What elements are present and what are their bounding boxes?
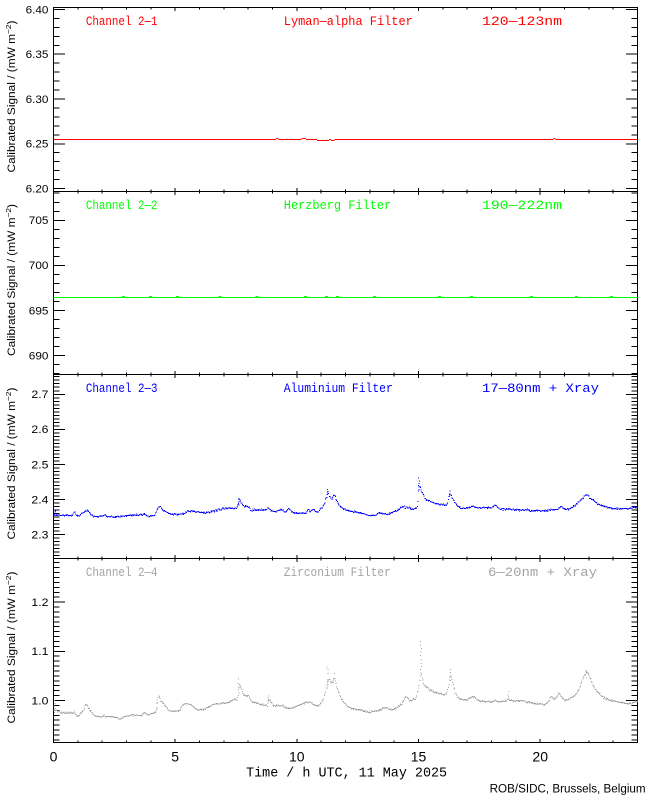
svg-text:Channel 2—2: Channel 2—2: [86, 199, 158, 213]
svg-text:Channel 2—3: Channel 2—3: [86, 382, 158, 396]
svg-text:Calibrated Signal / (mW m−2): Calibrated Signal / (mW m−2): [4, 204, 19, 356]
svg-text:10: 10: [289, 749, 305, 765]
svg-text:2.5: 2.5: [31, 459, 48, 471]
svg-text:1.0: 1.0: [31, 695, 48, 707]
svg-text:1.1: 1.1: [31, 646, 48, 658]
svg-text:15: 15: [411, 749, 427, 765]
svg-text:6—20nm + Xray: 6—20nm + Xray: [488, 566, 598, 580]
svg-text:Zirconium Filter: Zirconium Filter: [284, 566, 391, 580]
svg-text:6.35: 6.35: [26, 49, 49, 61]
svg-text:700: 700: [29, 260, 49, 272]
svg-text:17—80nm + Xray: 17—80nm + Xray: [482, 382, 600, 396]
svg-text:1.2: 1.2: [31, 597, 48, 609]
svg-text:695: 695: [29, 305, 49, 317]
svg-text:Time / h UTC, 11 May 2025: Time / h UTC, 11 May 2025: [246, 765, 447, 781]
svg-text:6.30: 6.30: [26, 94, 49, 106]
svg-text:2.7: 2.7: [31, 389, 48, 401]
svg-text:Channel 2—4: Channel 2—4: [86, 566, 158, 580]
svg-text:2.4: 2.4: [31, 494, 48, 506]
svg-text:2.3: 2.3: [31, 529, 48, 541]
svg-text:Channel 2—1: Channel 2—1: [86, 15, 158, 29]
svg-text:Calibrated Signal / (mW m−2): Calibrated Signal / (mW m−2): [4, 21, 19, 173]
svg-text:6.25: 6.25: [26, 139, 49, 151]
svg-text:705: 705: [29, 215, 49, 227]
svg-text:6.20: 6.20: [26, 183, 49, 195]
svg-text:2.6: 2.6: [31, 424, 48, 436]
svg-text:5: 5: [171, 749, 179, 765]
svg-text:Aluminium Filter: Aluminium Filter: [284, 382, 393, 396]
svg-text:6.40: 6.40: [26, 4, 49, 16]
svg-text:20: 20: [532, 749, 548, 765]
svg-text:Lyman—alpha Filter: Lyman—alpha Filter: [284, 15, 413, 29]
svg-text:Herzberg Filter: Herzberg Filter: [284, 199, 391, 213]
svg-text:190—222nm: 190—222nm: [482, 199, 562, 213]
svg-text:120—123nm: 120—123nm: [482, 15, 562, 29]
svg-text:Calibrated Signal / (mW m−2): Calibrated Signal / (mW m−2): [4, 572, 19, 724]
svg-text:ROB/SIDC, Brussels, Belgium: ROB/SIDC, Brussels, Belgium: [490, 783, 646, 795]
svg-text:Calibrated Signal / (mW m−2): Calibrated Signal / (mW m−2): [4, 388, 19, 540]
svg-text:690: 690: [29, 351, 49, 363]
svg-text:0: 0: [50, 749, 58, 765]
